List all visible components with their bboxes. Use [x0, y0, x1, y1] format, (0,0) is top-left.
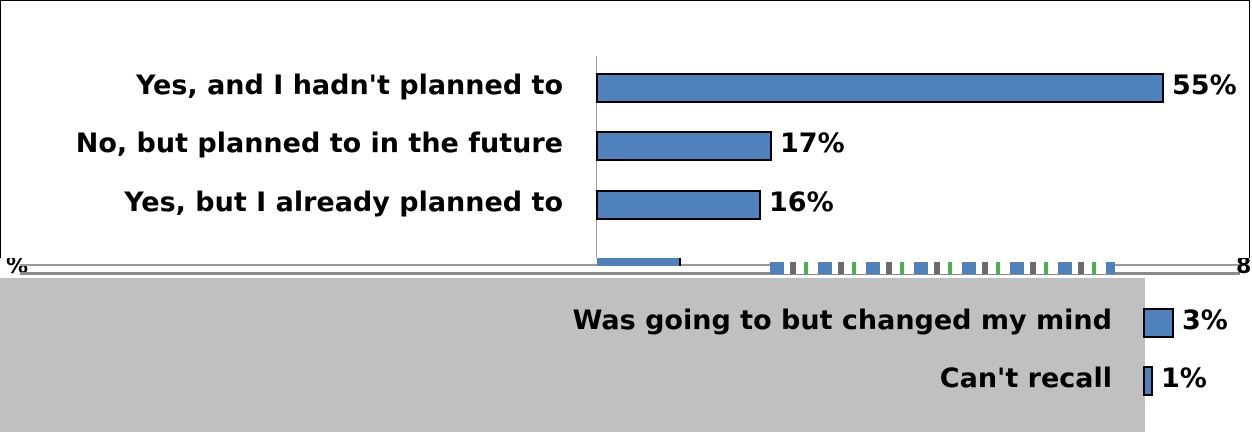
- category-label: Yes, but I already planned to: [124, 187, 563, 218]
- bar: [1143, 366, 1153, 396]
- data-label: 1%: [1161, 363, 1207, 394]
- category-label: No, but planned to in the future: [75, 128, 563, 159]
- glitch-noise-block: [770, 262, 1115, 274]
- bar: [596, 190, 761, 220]
- glitch-band-lower: [20, 272, 1240, 275]
- render-glitch-strip: % 8: [0, 258, 1252, 278]
- lower-panel-plot-strip: [1145, 278, 1252, 432]
- data-label: 3%: [1182, 305, 1228, 336]
- category-label: Yes, and I hadn't planned to: [135, 70, 563, 101]
- bar: [596, 131, 772, 161]
- data-label: 17%: [780, 128, 845, 159]
- bar: [596, 73, 1164, 103]
- bar: [1143, 308, 1174, 338]
- category-label: Can't recall: [939, 363, 1112, 394]
- glitch-partial-bar: [597, 258, 681, 266]
- glitch-left-fragment: %: [6, 258, 29, 278]
- data-label: 55%: [1172, 70, 1237, 101]
- category-label: Was going to but changed my mind: [572, 305, 1112, 336]
- glitch-right-fragment: 8: [1236, 258, 1252, 278]
- chart-lower-panel: [0, 278, 1252, 432]
- data-label: 16%: [769, 187, 834, 218]
